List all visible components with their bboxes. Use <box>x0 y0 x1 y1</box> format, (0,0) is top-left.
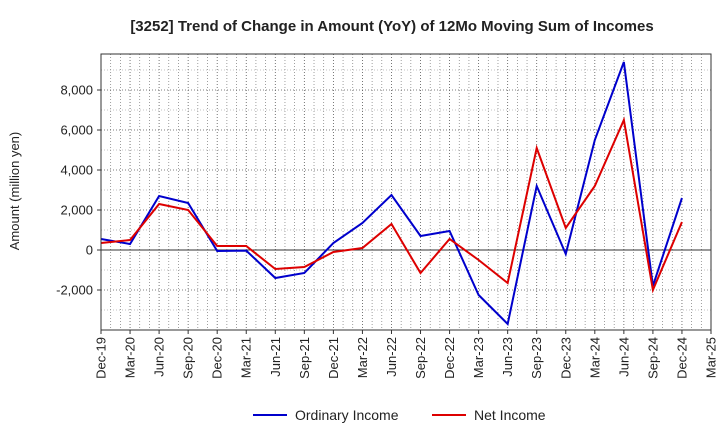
y-tick-label: 4,000 <box>60 163 93 178</box>
x-tick-label: Mar-20 <box>123 337 138 378</box>
x-tick-label: Sep-24 <box>645 337 660 379</box>
x-tick-label: Dec-20 <box>210 337 225 379</box>
x-axis-ticks: Dec-19 Mar-20 Jun-20 Sep-20 Dec-20 Mar-21 Jun-… <box>94 330 719 379</box>
x-tick-label: Mar-24 <box>587 337 602 378</box>
series-line-ordinary-income <box>100 61 683 327</box>
x-tick-label: Sep-21 <box>297 337 312 379</box>
legend-label: Net Income <box>474 407 546 423</box>
y-tick-label: 6,000 <box>60 123 93 138</box>
x-tick-label: Jun-22 <box>384 337 399 377</box>
y-tick-label: 2,000 <box>60 203 93 218</box>
series-layer <box>100 61 683 327</box>
x-tick-label: Jun-23 <box>500 337 515 377</box>
x-tick-label: Dec-23 <box>558 337 573 379</box>
plot-frame <box>100 53 712 331</box>
legend-label: Ordinary Income <box>295 407 399 423</box>
y-tick-label: -2,000 <box>56 283 93 298</box>
chart-title: [3252] Trend of Change in Amount (YoY) o… <box>130 18 653 35</box>
x-tick-label: Sep-20 <box>181 337 196 379</box>
y-tick-label: 8,000 <box>60 83 93 98</box>
x-tick-label: Sep-23 <box>529 337 544 379</box>
x-tick-label: Sep-22 <box>413 337 428 379</box>
x-tick-label: Jun-24 <box>616 337 631 377</box>
x-tick-label: Dec-24 <box>674 337 689 379</box>
x-tick-label: Mar-25 <box>704 337 719 378</box>
legend: Ordinary Income Net Income <box>253 407 546 423</box>
y-tick-label: 0 <box>86 243 93 258</box>
x-tick-label: Jun-20 <box>152 337 167 377</box>
y-axis-ticks: -2,000 0 2,000 4,000 6,000 8,000 <box>56 83 101 298</box>
series-line-net-income <box>100 116 683 294</box>
x-tick-label: Mar-23 <box>471 337 486 378</box>
x-tick-label: Mar-22 <box>355 337 370 378</box>
x-tick-label: Dec-22 <box>442 337 457 379</box>
y-axis-title: Amount (million yen) <box>7 132 22 251</box>
x-tick-label: Dec-19 <box>94 337 109 379</box>
x-tick-label: Jun-21 <box>268 337 283 377</box>
x-tick-label: Dec-21 <box>326 337 341 379</box>
x-tick-label: Mar-21 <box>239 337 254 378</box>
grid-layer <box>100 54 712 330</box>
